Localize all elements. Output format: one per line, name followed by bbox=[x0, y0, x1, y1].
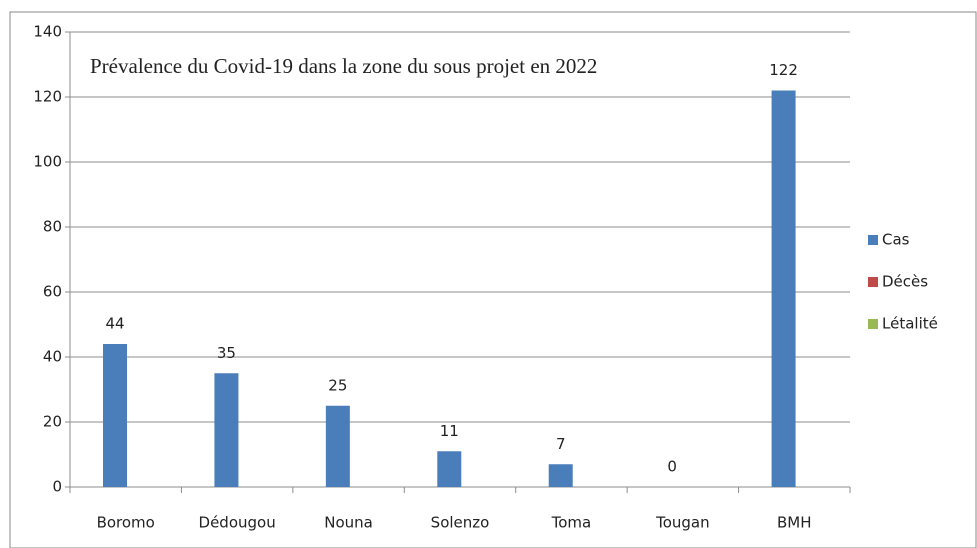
legend-label: Cas bbox=[882, 231, 910, 249]
x-tick-label: Tougan bbox=[655, 514, 710, 532]
bar bbox=[771, 90, 796, 487]
x-tick-label: Nouna bbox=[324, 514, 373, 532]
x-tick-label: Dédougou bbox=[199, 514, 276, 532]
x-tick-label: BMH bbox=[777, 514, 812, 532]
y-tick-label: 60 bbox=[43, 283, 62, 301]
legend-label: Décès bbox=[882, 273, 928, 291]
y-tick-label: 20 bbox=[43, 413, 62, 431]
x-tick-label: Solenzo bbox=[431, 514, 490, 532]
x-tick-label: Boromo bbox=[97, 514, 155, 532]
x-tick-label: Toma bbox=[551, 514, 592, 532]
legend-swatch bbox=[868, 277, 878, 287]
chart-frame bbox=[9, 11, 977, 548]
legend-label: Létalité bbox=[882, 315, 938, 333]
data-label: 11 bbox=[440, 422, 459, 440]
data-label: 0 bbox=[667, 458, 677, 476]
bar bbox=[103, 344, 127, 487]
bar bbox=[548, 464, 573, 487]
y-tick-label: 120 bbox=[33, 88, 62, 106]
y-tick-label: 80 bbox=[43, 218, 62, 236]
legend-swatch bbox=[868, 319, 878, 329]
bar bbox=[214, 373, 239, 487]
y-tick-label: 0 bbox=[52, 478, 62, 496]
data-label: 35 bbox=[217, 344, 236, 362]
y-tick-label: 40 bbox=[43, 348, 62, 366]
chart-title: Prévalence du Covid-19 dans la zone du s… bbox=[90, 54, 597, 78]
legend-swatch bbox=[868, 235, 878, 245]
data-label: 122 bbox=[769, 61, 798, 79]
data-label: 7 bbox=[556, 435, 566, 453]
data-label: 25 bbox=[328, 376, 347, 394]
y-tick-label: 100 bbox=[33, 153, 62, 171]
data-label: 44 bbox=[105, 315, 124, 333]
bar bbox=[437, 451, 462, 487]
bar bbox=[325, 405, 350, 487]
y-tick-label: 140 bbox=[33, 23, 62, 41]
